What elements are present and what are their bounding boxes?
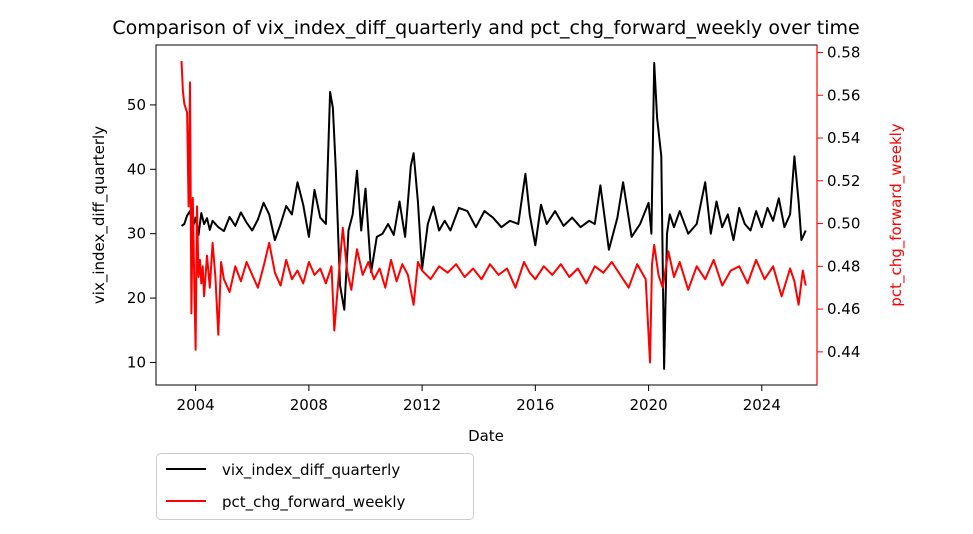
right-y-tick-label: 0.58 bbox=[827, 43, 860, 61]
right-y-tick-label: 0.46 bbox=[827, 300, 860, 318]
left-y-axis-label: vix_index_diff_quarterly bbox=[90, 126, 109, 304]
right-y-tick-label: 0.48 bbox=[827, 257, 860, 275]
legend: vix_index_diff_quarterly pct_chg_forward… bbox=[156, 453, 474, 520]
chart-title: Comparison of vix_index_diff_quarterly a… bbox=[112, 17, 859, 39]
legend-box bbox=[156, 453, 474, 520]
right-y-tick-label: 0.54 bbox=[827, 129, 860, 147]
x-axis-ticks: 2004 2008 2012 2016 2020 2024 bbox=[177, 385, 781, 414]
left-y-tick-label: 40 bbox=[127, 160, 146, 178]
right-y-tick-label: 0.52 bbox=[827, 172, 860, 190]
right-y-tick-label: 0.56 bbox=[827, 86, 860, 104]
right-y-tick-label: 0.50 bbox=[827, 215, 860, 233]
series-line-vix-index-diff-quarterly bbox=[180, 62, 807, 370]
plot-lines bbox=[180, 60, 807, 370]
x-tick-label: 2016 bbox=[516, 396, 554, 414]
x-tick-label: 2020 bbox=[629, 396, 667, 414]
x-tick-label: 2024 bbox=[743, 396, 781, 414]
left-y-tick-label: 20 bbox=[127, 289, 146, 307]
right-y-axis-ticks: 0.44 0.46 0.48 0.50 0.52 0.54 0.56 0.58 bbox=[816, 43, 860, 385]
legend-label-pct: pct_chg_forward_weekly bbox=[222, 493, 406, 512]
right-y-axis-label: pct_chg_forward_weekly bbox=[887, 123, 906, 307]
legend-label-vix: vix_index_diff_quarterly bbox=[222, 461, 400, 480]
series-line-pct-chg-forward-weekly bbox=[180, 60, 807, 364]
left-y-tick-label: 50 bbox=[127, 96, 146, 114]
x-tick-label: 2004 bbox=[177, 396, 215, 414]
left-y-axis-ticks: 10 20 30 40 50 bbox=[127, 96, 156, 371]
right-y-tick-label: 0.44 bbox=[827, 343, 860, 361]
x-tick-label: 2012 bbox=[403, 396, 441, 414]
x-tick-label: 2008 bbox=[290, 396, 328, 414]
x-axis-label: Date bbox=[468, 427, 504, 445]
left-y-tick-label: 10 bbox=[127, 353, 146, 371]
left-y-tick-label: 30 bbox=[127, 225, 146, 243]
